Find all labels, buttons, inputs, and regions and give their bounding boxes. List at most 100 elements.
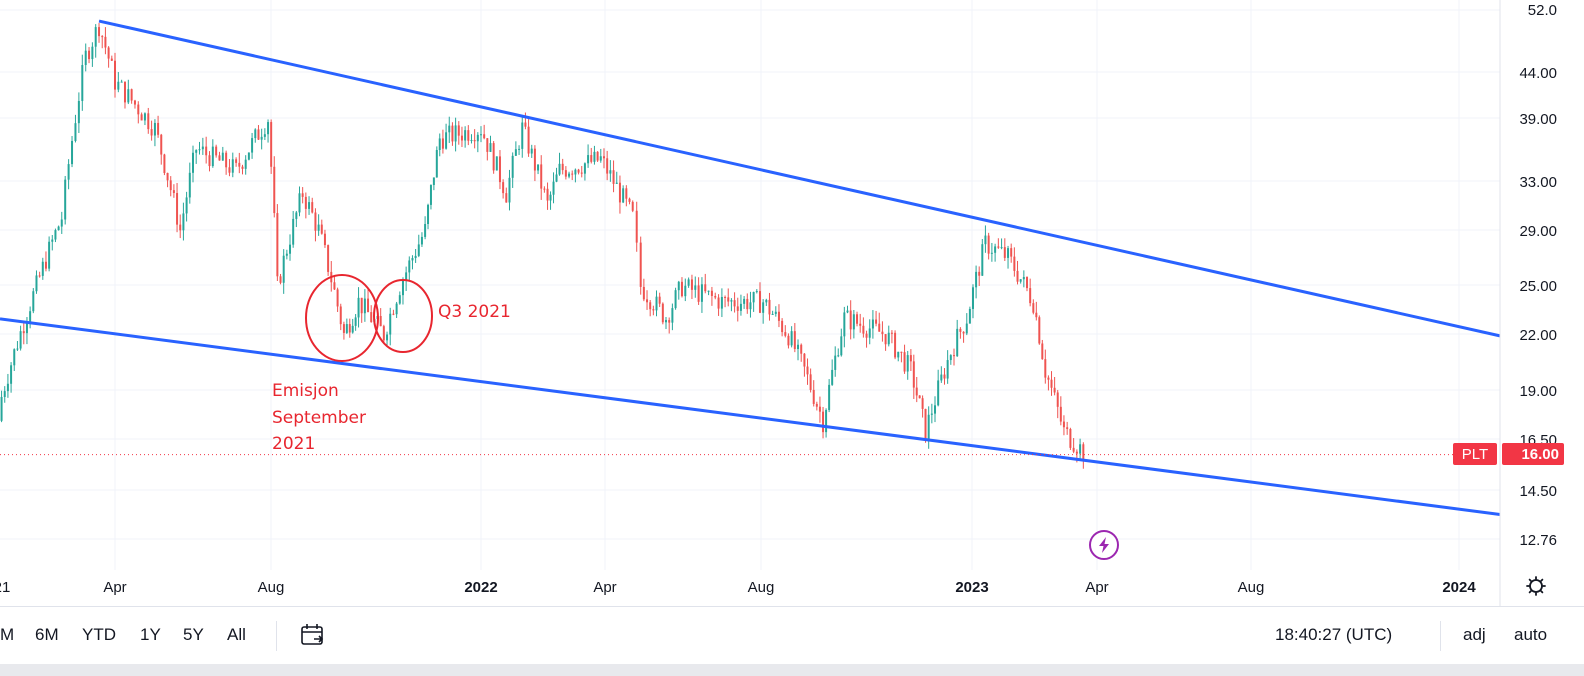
candle-body	[540, 164, 543, 189]
candle-body	[1069, 429, 1072, 448]
candle-body	[301, 193, 304, 197]
candle-body	[150, 129, 153, 136]
candle-body	[88, 50, 91, 60]
y-tick-label: 52.0	[1528, 2, 1557, 19]
candle-body	[22, 331, 25, 334]
lightning-icon[interactable]	[1089, 530, 1119, 560]
candle-body	[1003, 247, 1006, 258]
candle-body	[831, 369, 834, 385]
candle-body	[244, 159, 247, 169]
candle-body	[903, 352, 906, 372]
range-button-all[interactable]: All	[227, 625, 246, 644]
candle-body	[467, 130, 470, 141]
candle-body	[809, 374, 812, 390]
candle-body	[984, 235, 987, 245]
calendar-icon[interactable]	[300, 623, 326, 652]
candle-body	[411, 258, 414, 261]
trendline-upper-channel[interactable]	[98, 19, 1501, 338]
candle-body	[664, 320, 667, 323]
candle-body	[953, 355, 956, 357]
candle-body	[752, 292, 755, 303]
candle-body	[201, 146, 204, 150]
candle-body	[48, 241, 51, 269]
candle-body	[871, 319, 874, 329]
candle-body	[6, 383, 9, 392]
candle-body	[1044, 359, 1047, 378]
candle-body	[622, 188, 625, 203]
range-button-ytd[interactable]: YTD	[82, 625, 116, 644]
candle-body	[746, 298, 749, 310]
candle-body	[401, 280, 404, 296]
candle-body	[803, 353, 806, 367]
candle-body	[642, 286, 645, 300]
candle-body	[392, 313, 395, 315]
candle-body	[323, 233, 326, 246]
candle-body	[671, 308, 674, 323]
candle-body	[649, 302, 652, 310]
candle-body	[655, 296, 658, 311]
candle-body	[110, 58, 113, 61]
x-axis[interactable]: 21 Apr Aug 2022 Apr Aug 2023 Apr Aug 202…	[0, 579, 1476, 596]
candle-body	[114, 60, 116, 90]
candle-body	[921, 398, 924, 409]
candle-body	[127, 89, 130, 103]
candle-body	[492, 143, 495, 171]
candle-body	[606, 158, 609, 174]
candle-body	[590, 155, 593, 162]
candle-body	[1022, 277, 1025, 280]
candle-body	[762, 302, 765, 313]
x-tick-label: 2022	[464, 579, 497, 596]
candle-body	[549, 194, 552, 201]
candle-body	[292, 218, 295, 245]
candle-body	[906, 355, 909, 372]
candle-body	[336, 289, 339, 307]
x-tick-label: Aug	[748, 579, 775, 596]
candle-body	[41, 261, 44, 276]
candle-body	[704, 284, 707, 292]
y-tick-label: 12.76	[1519, 532, 1557, 549]
candle-body	[994, 246, 997, 253]
candle-body	[812, 389, 815, 404]
y-axis[interactable]: 52.0 44.00 39.00 33.00 29.00 25.00 22.00…	[1519, 2, 1557, 549]
adj-toggle[interactable]: adj	[1463, 625, 1486, 644]
candle-body	[3, 391, 6, 397]
candle-body	[279, 276, 282, 283]
candle-body	[71, 140, 74, 165]
candle-body	[574, 169, 577, 175]
gear-icon[interactable]	[1526, 576, 1546, 596]
candle-body	[677, 281, 680, 291]
candle-body	[1000, 247, 1003, 249]
range-button-6m[interactable]: 6M	[35, 625, 59, 644]
auto-scale-toggle[interactable]: auto	[1514, 625, 1548, 644]
candle-body	[749, 302, 752, 310]
candle-body	[639, 242, 642, 287]
candle-body	[962, 331, 965, 334]
candle-body	[19, 331, 22, 349]
candle-body	[612, 170, 615, 184]
candle-body	[147, 113, 150, 130]
candle-body	[771, 313, 774, 315]
candle-body	[333, 282, 336, 290]
candle-body	[327, 245, 330, 272]
candle-body	[13, 349, 16, 366]
price-chart[interactable]: Q3 2021 Emisjon September 2021 52.0 44.0…	[0, 0, 1584, 606]
candle-body	[251, 138, 254, 153]
range-button-5y[interactable]: 5Y	[183, 625, 204, 644]
clock-readout[interactable]: 18:40:27 (UTC)	[1275, 625, 1393, 644]
candle-body	[971, 287, 974, 309]
candle-body	[215, 146, 218, 156]
divider	[276, 621, 277, 651]
candle-body	[342, 324, 345, 333]
range-button-1y[interactable]: 1Y	[140, 625, 161, 644]
candle-body	[16, 348, 19, 350]
x-tick-label: 2024	[1442, 579, 1476, 596]
candle-body	[1035, 312, 1038, 318]
candle-body	[117, 81, 120, 90]
candle-body	[537, 164, 540, 171]
candle-body	[351, 325, 354, 333]
range-button-m[interactable]: M	[0, 625, 15, 644]
last-price-tag: PLT 16.00	[1453, 443, 1564, 465]
trendline-lower-channel[interactable]	[0, 317, 1501, 516]
candle-body	[739, 303, 742, 311]
candle-body	[684, 285, 687, 297]
